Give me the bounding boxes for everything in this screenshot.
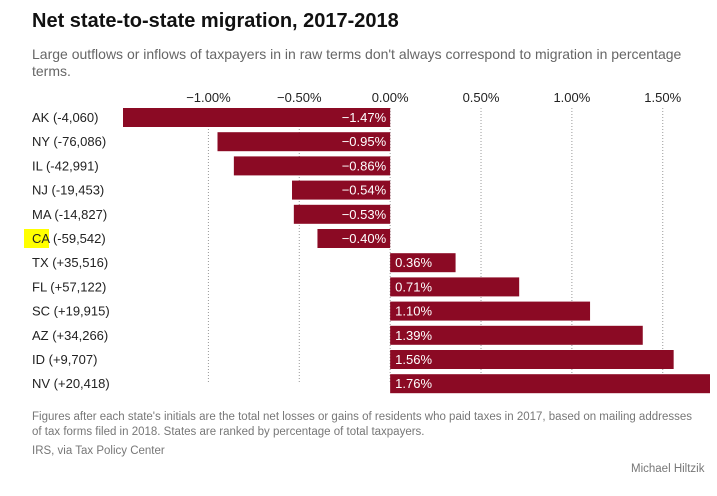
category-label: NV (+20,418) — [32, 376, 110, 391]
bar — [390, 374, 710, 394]
category-label: TX (+35,516) — [32, 255, 108, 270]
category-label: FL (+57,122) — [32, 279, 106, 294]
category-label: MA (-14,827) — [32, 207, 107, 222]
category-label: CA (-59,542) — [32, 231, 106, 246]
bar-value-label: −1.47% — [342, 110, 387, 125]
bars: −1.47% −0.95% −0.86% −0.54% −0.53% −0.40% 0.36… — [123, 108, 710, 394]
x-tick-label: 1.50% — [644, 90, 681, 105]
bar — [317, 229, 391, 248]
footnote: Figures after each state's initials are … — [32, 411, 692, 438]
bar — [390, 253, 456, 273]
bar-value-label: 1.10% — [395, 304, 432, 319]
bar — [293, 204, 391, 224]
bar-value-label: −0.86% — [342, 158, 387, 173]
x-tick-label: 0.50% — [463, 90, 500, 105]
category-labels: AK (-4,060) NY (-76,086) IL (-42,991) NJ (-… — [24, 110, 110, 391]
bar-value-label: 1.76% — [395, 376, 432, 391]
bar-chart: −1.00% −0.50% 0.00% 0.50% 1.00% 1.50% −1.47%−… — [24, 90, 710, 394]
category-label: IL (-42,991) — [32, 158, 99, 173]
category-label: ID (+9,707) — [32, 352, 97, 367]
x-tick-label: 1.00% — [553, 90, 590, 105]
category-label: AK (-4,060) — [32, 110, 98, 125]
bar — [233, 156, 391, 176]
x-tick-label: 0.00% — [372, 90, 409, 105]
author-credit: Michael Hiltzik — [631, 463, 705, 475]
chart-title: Net state-to-state migration, 2017-2018 — [32, 10, 399, 32]
x-tick-label: −0.50% — [277, 90, 322, 105]
bar — [390, 301, 591, 321]
bar-value-label: 1.39% — [395, 328, 432, 343]
bar-value-label: 0.36% — [395, 255, 432, 270]
bar — [217, 132, 391, 152]
category-label: NY (-76,086) — [32, 134, 106, 149]
bar-value-label: 1.56% — [395, 352, 432, 367]
bar — [123, 108, 391, 127]
bar-value-label: −0.95% — [342, 134, 387, 149]
highlight-marker — [24, 229, 49, 248]
bar-value-label: −0.53% — [342, 207, 387, 222]
category-label: NJ (-19,453) — [32, 183, 104, 198]
bar-value-label: −0.40% — [342, 231, 387, 246]
x-axis-ticks: −1.00% −0.50% 0.00% 0.50% 1.00% 1.50% — [186, 90, 681, 105]
bar — [390, 325, 643, 345]
category-label: SC (+19,915) — [32, 304, 110, 319]
bar — [390, 350, 674, 369]
bar — [292, 180, 391, 200]
x-tick-label: −1.00% — [186, 90, 231, 105]
source-note: IRS, via Tax Policy Center — [32, 445, 165, 457]
bar-value-label: −0.54% — [342, 183, 387, 198]
bar-value-label: 0.71% — [395, 279, 432, 294]
bar — [390, 277, 520, 297]
category-label: AZ (+34,266) — [32, 328, 108, 343]
chart-subtitle: Large outflows or inflows of taxpayers i… — [32, 46, 682, 79]
